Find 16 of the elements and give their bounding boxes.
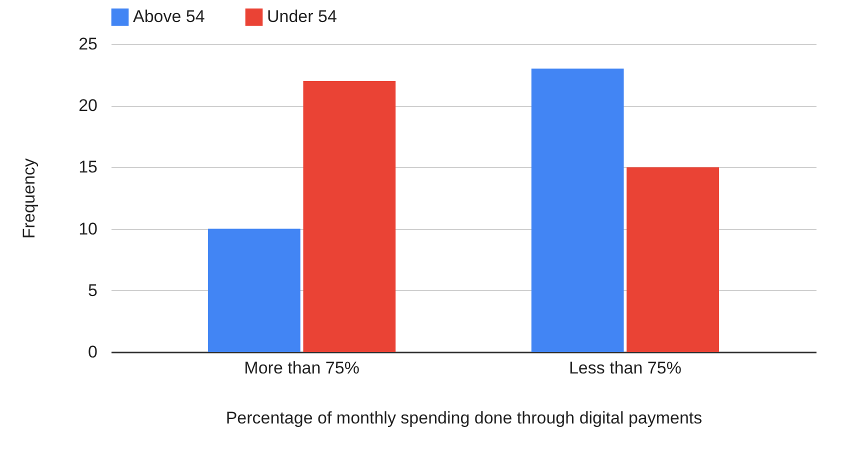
bar [626,167,719,352]
legend-label: Under 54 [267,7,337,26]
x-axis-title: Percentage of monthly spending done through digital payments [226,408,702,428]
y-tick-label: 5 [88,280,98,300]
y-tick-label: 25 [78,34,98,54]
y-tick-label: 15 [78,158,98,177]
legend-label: Above 54 [133,7,205,26]
x-tick-label: More than 75% [244,358,360,378]
x-tick-label: Less than 75% [568,358,682,378]
y-tick-label: 0 [88,342,98,362]
bar [531,68,624,352]
y-tick-label: 10 [78,219,98,238]
y-tick-label: 20 [78,96,98,116]
bar [303,80,396,352]
bar [208,228,300,352]
y-axis-title: Frequency [20,158,39,239]
